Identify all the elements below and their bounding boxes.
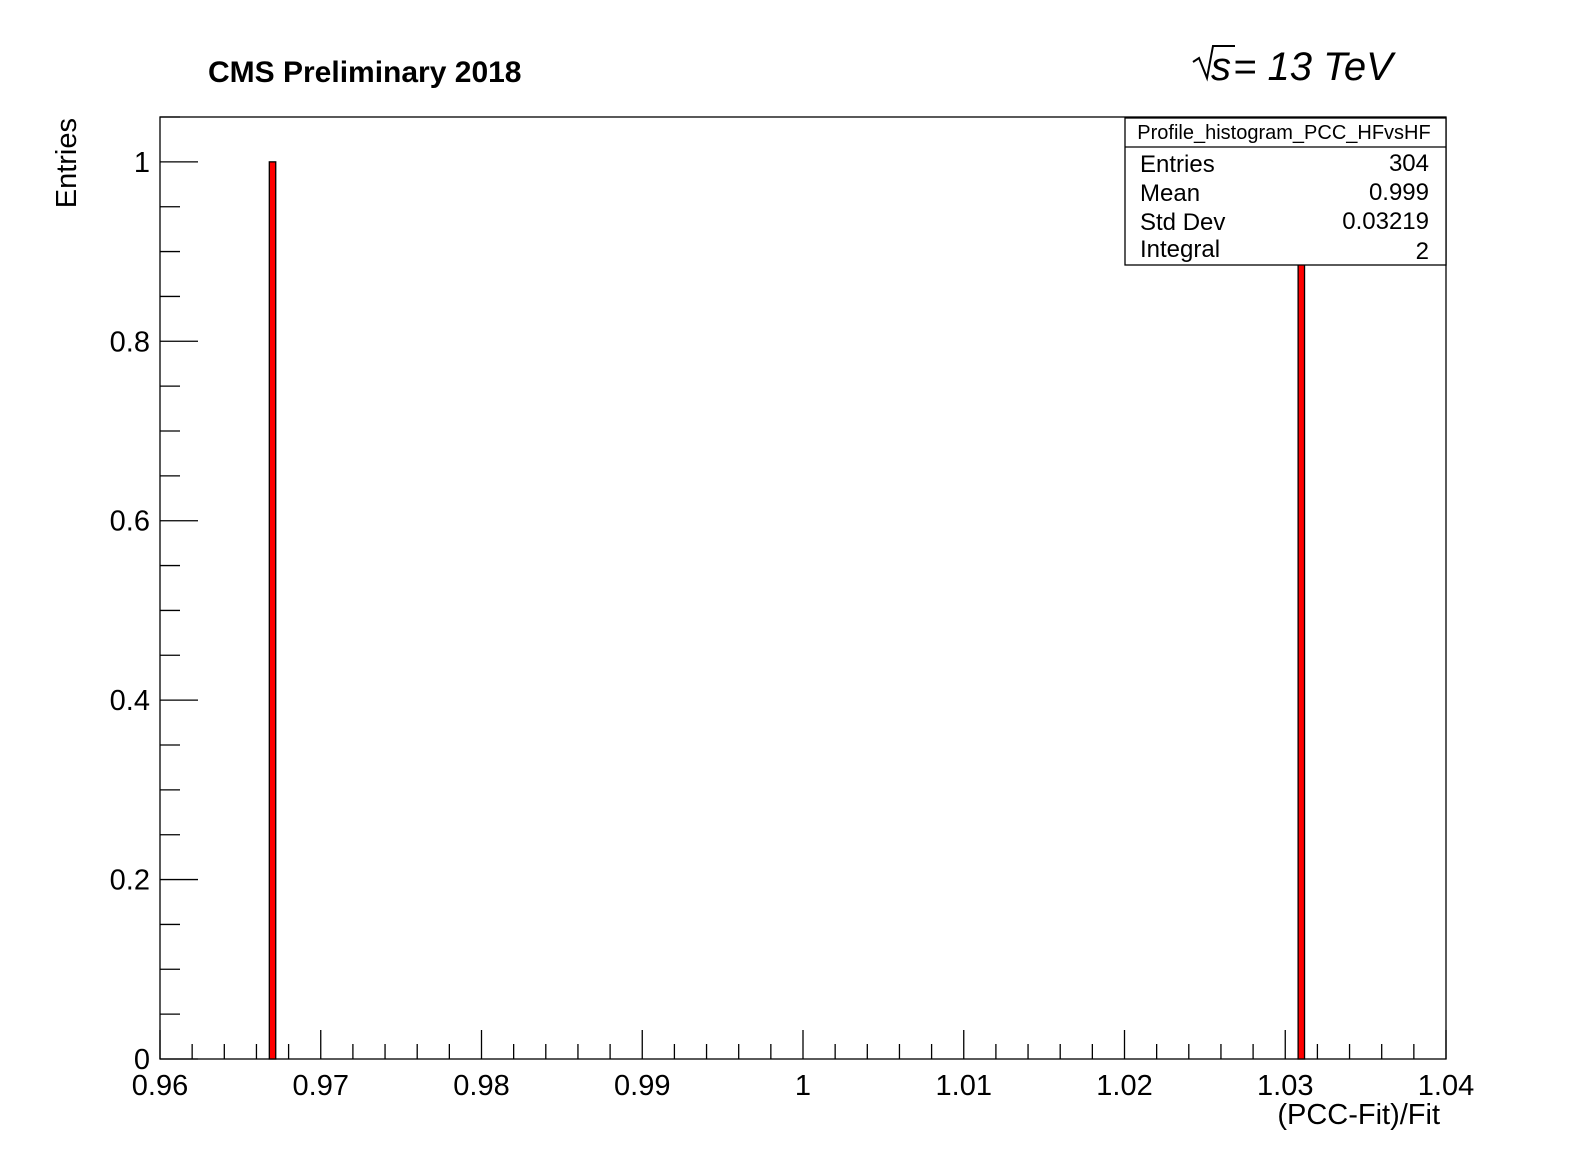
x-tick-label: 0.96	[132, 1070, 188, 1102]
cms-label: CMS Preliminary 2018	[208, 56, 522, 89]
stats-box: Profile_histogram_PCC_HFvsHF Entries 304…	[1124, 117, 1447, 266]
stats-value-stddev: 0.03219	[1342, 208, 1429, 235]
stats-value-entries: 304	[1389, 150, 1429, 177]
sqrt-icon	[1192, 45, 1235, 82]
x-tick-label: 1.04	[1418, 1070, 1474, 1102]
x-tick-labels: 0.96 0.97 0.98 0.99 1 1.01 1.02 1.03 1.04	[132, 1070, 1474, 1102]
stats-label-entries: Entries	[1140, 151, 1215, 178]
histogram-bar	[1297, 161, 1306, 1060]
x-tick-label: 0.97	[293, 1070, 349, 1102]
stats-label-mean: Mean	[1140, 180, 1200, 207]
y-tick-label: 0	[134, 1044, 150, 1076]
stats-value-integral: 2	[1416, 238, 1429, 265]
x-tick-label: 1.03	[1257, 1070, 1313, 1102]
x-tick-label: 1.01	[936, 1070, 992, 1102]
y-tick-label: 0.2	[110, 865, 150, 897]
x-tick-label: 0.98	[453, 1070, 509, 1102]
histogram-bars	[268, 161, 1306, 1060]
y-tick-label: 0.8	[110, 326, 150, 358]
y-tick-labels: 0 0.2 0.4 0.6 0.8 1	[110, 147, 150, 1076]
axis-ticks	[159, 116, 1447, 1060]
y-axis-title: Entries	[51, 118, 83, 208]
energy-symbol: s	[1211, 45, 1231, 89]
x-tick-label: 1.02	[1096, 1070, 1152, 1102]
stats-box-frame	[1124, 117, 1447, 266]
stats-label-stddev: Std Dev	[1140, 209, 1225, 236]
x-tick-label: 1	[795, 1070, 811, 1102]
stats-value-mean: 0.999	[1369, 179, 1429, 206]
y-tick-label: 0.6	[110, 506, 150, 538]
stats-label-integral: Integral	[1140, 236, 1220, 263]
histogram-bar	[268, 161, 277, 1060]
x-tick-label: 0.99	[614, 1070, 670, 1102]
x-axis-title: (PCC-Fit)/Fit	[1277, 1099, 1440, 1131]
energy-text: = 13 TeV	[1233, 45, 1396, 89]
y-tick-label: 1	[134, 147, 150, 179]
stats-box-title: Profile_histogram_PCC_HFvsHF	[1137, 122, 1430, 144]
y-tick-label: 0.4	[110, 685, 150, 717]
energy-label: s = 13 TeV	[1192, 45, 1396, 89]
